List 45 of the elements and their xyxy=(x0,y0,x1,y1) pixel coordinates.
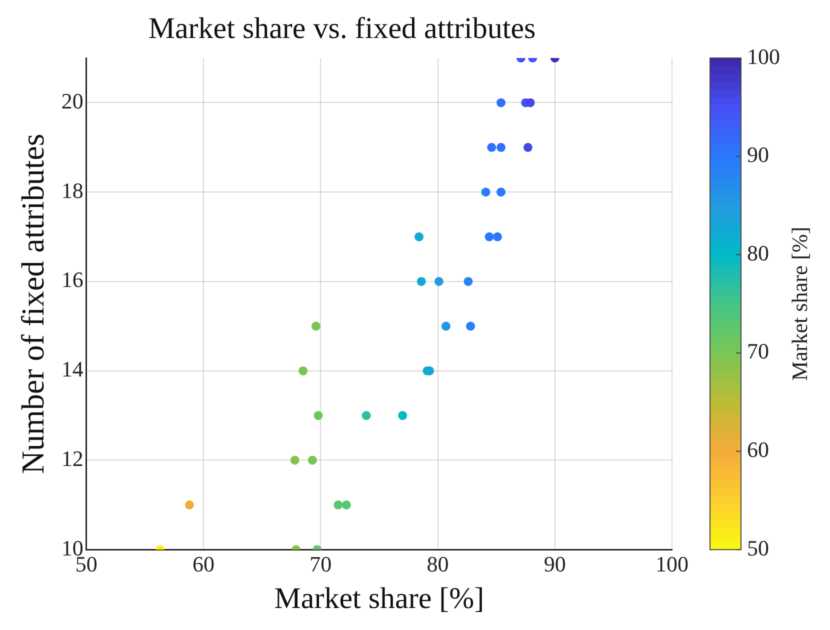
x-tick-label: 90 xyxy=(544,552,566,577)
point xyxy=(496,98,506,108)
point xyxy=(434,276,444,286)
point xyxy=(481,188,490,197)
y-tick-label: 14 xyxy=(61,356,84,382)
color-bar-label: 80 xyxy=(747,240,769,266)
point xyxy=(298,366,308,376)
point xyxy=(496,142,506,152)
x-tick-label: 100 xyxy=(656,552,688,577)
point xyxy=(308,456,317,465)
y-tick-label: 12 xyxy=(61,446,84,471)
point xyxy=(487,142,496,152)
color-bar-label: 70 xyxy=(747,338,769,364)
point xyxy=(342,500,351,510)
color-bar-title: Market share [%] xyxy=(786,226,812,381)
color-bar-label: 100 xyxy=(747,44,780,69)
point xyxy=(414,232,424,242)
point xyxy=(492,232,502,242)
point xyxy=(184,500,194,510)
y-axis-title: Number of fixed attributes xyxy=(14,134,51,474)
point xyxy=(334,500,343,510)
point xyxy=(526,98,535,108)
point xyxy=(484,232,494,242)
point xyxy=(466,322,476,331)
point xyxy=(496,188,506,197)
y-tick-label: 18 xyxy=(61,178,84,203)
point xyxy=(464,276,473,286)
point xyxy=(398,411,408,420)
x-tick-label: 70 xyxy=(310,552,332,577)
chart-title: Market share vs. fixed attributes xyxy=(148,12,536,45)
point xyxy=(441,322,450,331)
point xyxy=(362,411,371,420)
point xyxy=(311,322,320,331)
color-bar-label: 60 xyxy=(747,437,769,462)
y-tick-label: 20 xyxy=(61,88,84,114)
point xyxy=(314,411,323,420)
x-tick-label: 60 xyxy=(192,552,215,577)
color-bar-label: 90 xyxy=(747,142,769,168)
x-tick-label: 80 xyxy=(426,552,449,577)
color-bar-label: 50 xyxy=(747,535,769,560)
point xyxy=(416,276,426,286)
y-tick-label: 16 xyxy=(61,267,84,292)
x-axis-title: Market share [%] xyxy=(274,582,484,615)
point xyxy=(523,142,532,152)
point xyxy=(290,456,300,465)
